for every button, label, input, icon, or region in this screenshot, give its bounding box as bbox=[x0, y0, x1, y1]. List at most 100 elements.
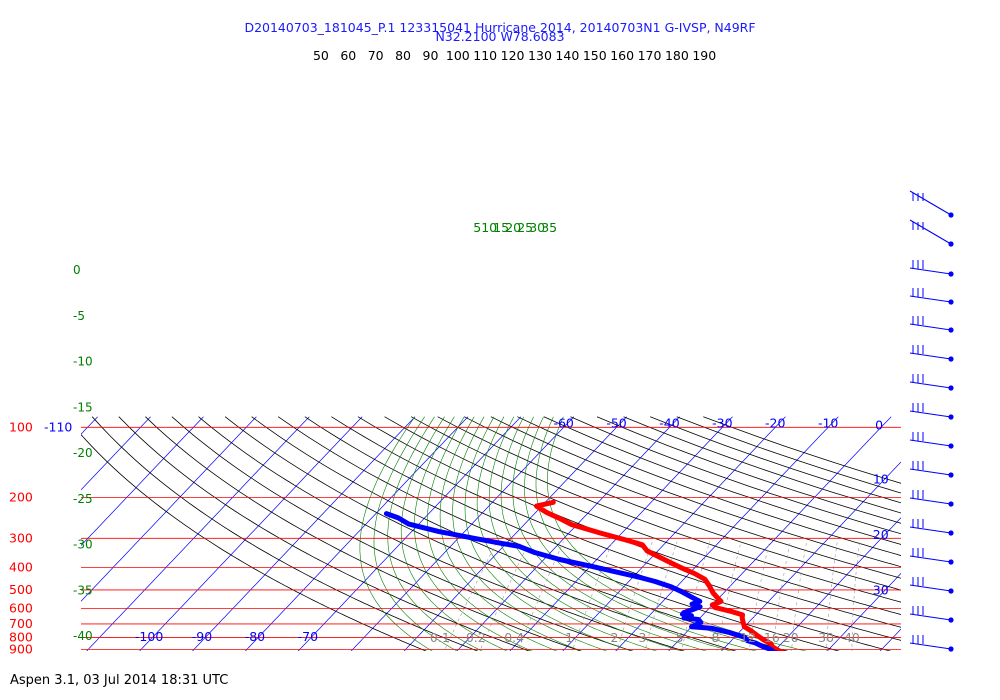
isotherm-line bbox=[456, 416, 680, 651]
isobar-label: 600 bbox=[9, 600, 33, 615]
isotherm-label: -70 bbox=[298, 629, 318, 644]
wind-barb bbox=[909, 260, 954, 277]
mixing-ratio-label: 16 bbox=[764, 630, 780, 645]
isotherm-line bbox=[615, 416, 839, 651]
isotherm-label: -60 bbox=[553, 415, 573, 430]
isotherm-label: -50 bbox=[606, 415, 626, 430]
isotherm-label: -90 bbox=[192, 629, 212, 644]
wind-barb bbox=[909, 374, 954, 391]
theta-label-top: 120 bbox=[501, 48, 525, 63]
thetae-label-top: 5 bbox=[473, 220, 481, 235]
theta-label-top: 90 bbox=[423, 48, 439, 63]
dry-adiabat-line bbox=[331, 416, 901, 641]
dry-adiabat-line bbox=[410, 416, 901, 603]
moist-adiabat-line bbox=[373, 416, 458, 651]
isotherm-label: -80 bbox=[245, 629, 265, 644]
dry-adiabat-line bbox=[570, 416, 901, 535]
wind-barb bbox=[909, 403, 954, 420]
mixing-ratio-label: 0.4 bbox=[504, 630, 524, 645]
moist-adiabat-line bbox=[359, 416, 433, 651]
mixing-ratio-line bbox=[748, 541, 770, 651]
dry-adiabat-line bbox=[118, 416, 531, 651]
dry-adiabat-line bbox=[543, 416, 901, 545]
mixing-ratio-label: 3 bbox=[639, 630, 647, 645]
isotherm-label: 30 bbox=[873, 583, 889, 598]
theta-label-top: 110 bbox=[473, 48, 497, 63]
mixing-ratio-label: 40 bbox=[844, 630, 860, 645]
dry-adiabat-line bbox=[384, 416, 901, 615]
isobar-label: 100 bbox=[9, 419, 33, 434]
thetae-label-left: -15 bbox=[73, 400, 93, 414]
thetae-label-left: -10 bbox=[73, 355, 93, 369]
isobar-label: 800 bbox=[9, 629, 33, 644]
thetae-label-top: 25 bbox=[517, 220, 533, 235]
moist-adiabat-line bbox=[439, 416, 583, 651]
dry-adiabat-line bbox=[145, 416, 582, 651]
isobar-label: 700 bbox=[9, 616, 33, 631]
isotherm-line bbox=[562, 416, 786, 651]
mixing-ratio-line bbox=[716, 541, 742, 651]
chart-title-line2: N32.2100 W78.6083 bbox=[435, 29, 565, 44]
mixing-ratio-label: 0.2 bbox=[466, 630, 486, 645]
isotherm-line bbox=[826, 572, 901, 651]
isotherm-label: 0 bbox=[875, 417, 883, 432]
moist-adiabat-line bbox=[452, 416, 608, 651]
dry-adiabat-line bbox=[676, 416, 901, 494]
wind-barb bbox=[909, 288, 954, 305]
isotherm-label: -10 bbox=[818, 415, 838, 430]
dry-adiabat-line bbox=[224, 416, 737, 651]
isotherm-line bbox=[920, 417, 1000, 665]
mixing-ratio-label: 12 bbox=[740, 630, 756, 645]
footer-version-text: Aspen 3.1, 03 Jul 2014 18:31 UTC bbox=[10, 673, 229, 688]
isotherm-line bbox=[297, 416, 522, 651]
wind-barb bbox=[909, 190, 954, 218]
thetae-label-top: 30 bbox=[529, 220, 545, 235]
isotherm-line bbox=[403, 416, 627, 651]
isotherm-label: -20 bbox=[765, 415, 785, 430]
isotherm-label: -30 bbox=[712, 415, 732, 430]
theta-label-top: 170 bbox=[638, 48, 662, 63]
moist-adiabat-line bbox=[488, 416, 683, 651]
thetae-label-left: -35 bbox=[73, 583, 93, 597]
dry-adiabat-line bbox=[437, 416, 901, 591]
moist-adiabat-line bbox=[500, 416, 708, 651]
isotherm-line bbox=[81, 416, 204, 547]
thetae-label-top: 15 bbox=[493, 220, 509, 235]
wind-barb bbox=[909, 432, 954, 449]
theta-label-top: 50 bbox=[313, 48, 329, 63]
dry-adiabat-line bbox=[464, 416, 901, 579]
isotherm-label: -40 bbox=[659, 415, 679, 430]
theta-label-top: 80 bbox=[395, 48, 411, 63]
dry-adiabat-line bbox=[357, 416, 901, 628]
wind-barb bbox=[909, 316, 954, 333]
thetae-label-top: 20 bbox=[505, 220, 521, 235]
wind-barb bbox=[909, 345, 954, 362]
mixing-ratio-line bbox=[851, 541, 860, 651]
mixing-ratio-label: 8 bbox=[712, 630, 720, 645]
mixing-ratio-label: 5 bbox=[676, 630, 684, 645]
isotherm-line bbox=[139, 416, 363, 651]
theta-label-top: 100 bbox=[446, 48, 470, 63]
thetae-label-left: -5 bbox=[73, 309, 85, 323]
wind-barb bbox=[909, 519, 954, 536]
dry-adiabat-line bbox=[91, 416, 479, 651]
moist-adiabat-line bbox=[512, 416, 733, 651]
mixing-ratio-line bbox=[791, 541, 807, 651]
dry-adiabat-line bbox=[277, 416, 840, 651]
top-left-isotherm-label: -110 bbox=[44, 419, 72, 434]
mixing-ratio-line bbox=[479, 541, 530, 651]
wind-barb bbox=[909, 635, 954, 652]
wind-barb bbox=[909, 548, 954, 565]
mixing-ratio-label: 1 bbox=[565, 630, 573, 645]
mixing-ratio-label: 20 bbox=[783, 630, 799, 645]
mixing-ratio-line bbox=[443, 541, 498, 651]
isotherm-label: 20 bbox=[873, 527, 889, 542]
mixing-ratio-line bbox=[517, 541, 564, 651]
dry-adiabat-line bbox=[304, 416, 892, 651]
isotherm-label: 10 bbox=[873, 471, 889, 486]
moist-adiabat-line bbox=[547, 416, 807, 651]
theta-label-top: 130 bbox=[528, 48, 552, 63]
thetae-label-top: 10 bbox=[481, 220, 497, 235]
thetae-label-left: -20 bbox=[73, 446, 93, 460]
